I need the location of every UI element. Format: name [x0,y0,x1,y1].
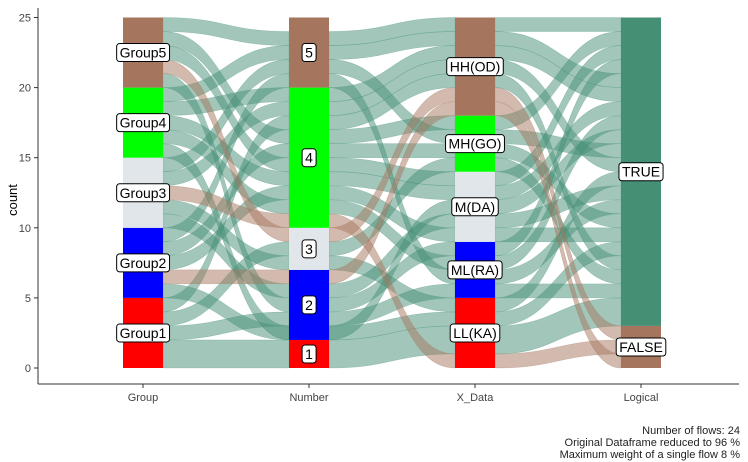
stratum-label-box [618,162,664,182]
stratum-label: M(DA) [455,199,495,215]
stratum-label-box [116,253,171,273]
caption-max-weight: Maximum weight of a single flow 8 % [559,449,740,461]
stratum-label-box [447,260,503,280]
y-tick-label: 5 [25,293,31,305]
y-tick-label: 25 [19,13,31,25]
caption-reduced: Original Dataframe reduced to 96 % [564,437,740,449]
x-tick-label: X_Data [457,392,495,404]
flows-layer [162,17,622,369]
stratum-label: Group2 [120,255,167,271]
stratum-label-box [116,113,171,133]
stratum-label: Group3 [120,185,167,201]
caption: Number of flows: 24 Original Dataframe r… [560,425,740,461]
stratum-label-box [301,295,317,315]
stratum-label: 1 [305,346,313,362]
stratum-label: FALSE [619,339,663,355]
stratum-label: Group5 [120,45,167,61]
flow-Number-X_Data [328,143,456,159]
stratum-label-box [301,239,317,259]
stratum-label-box [301,148,317,168]
stratum-label: 4 [305,150,313,166]
y-axis-title: count [5,184,20,216]
stratum-label-box [116,43,171,63]
stratum-label-box [451,197,499,217]
flow-X_Data-Logical [494,17,622,32]
stratum-label: HH(OD) [450,59,501,75]
x-tick-label: Logical [624,392,659,404]
stratum-label: ML(RA) [451,262,499,278]
y-tick-label: 15 [19,153,31,165]
labels-layer: Group1 Group2 Group3 Group4 Group5 1 2 3 4 5 LL(KA… [116,43,667,364]
stratum-label: TRUE [622,164,660,180]
stratum-label: Group4 [120,115,167,131]
caption-flows: Number of flows: 24 [642,425,740,437]
stratum-label-box [615,337,667,357]
y-tick-label: 0 [25,363,31,375]
flow-Group-Number [162,269,290,285]
stratum-label: MH(GO) [449,136,502,152]
x-tick-label: Number [289,392,328,404]
stratum-label: Group1 [120,325,167,341]
stratum-label-box [116,323,171,343]
y-tick-label: 20 [19,83,31,95]
stratum-label: 3 [305,241,313,257]
stratum-label-box [446,57,504,77]
stratum-label-box [301,344,317,364]
stratum-label-box [445,134,505,154]
flow-Group-Number [162,339,290,369]
stratum-label-box [449,323,501,343]
y-tick-label: 10 [19,223,31,235]
stratum-label: 2 [305,297,313,313]
stratum-label-box [116,183,171,203]
stratum-label: 5 [305,45,313,61]
stratum-label-box [301,43,317,63]
x-tick-label: Group [128,392,159,404]
stratum-label: LL(KA) [453,325,497,341]
